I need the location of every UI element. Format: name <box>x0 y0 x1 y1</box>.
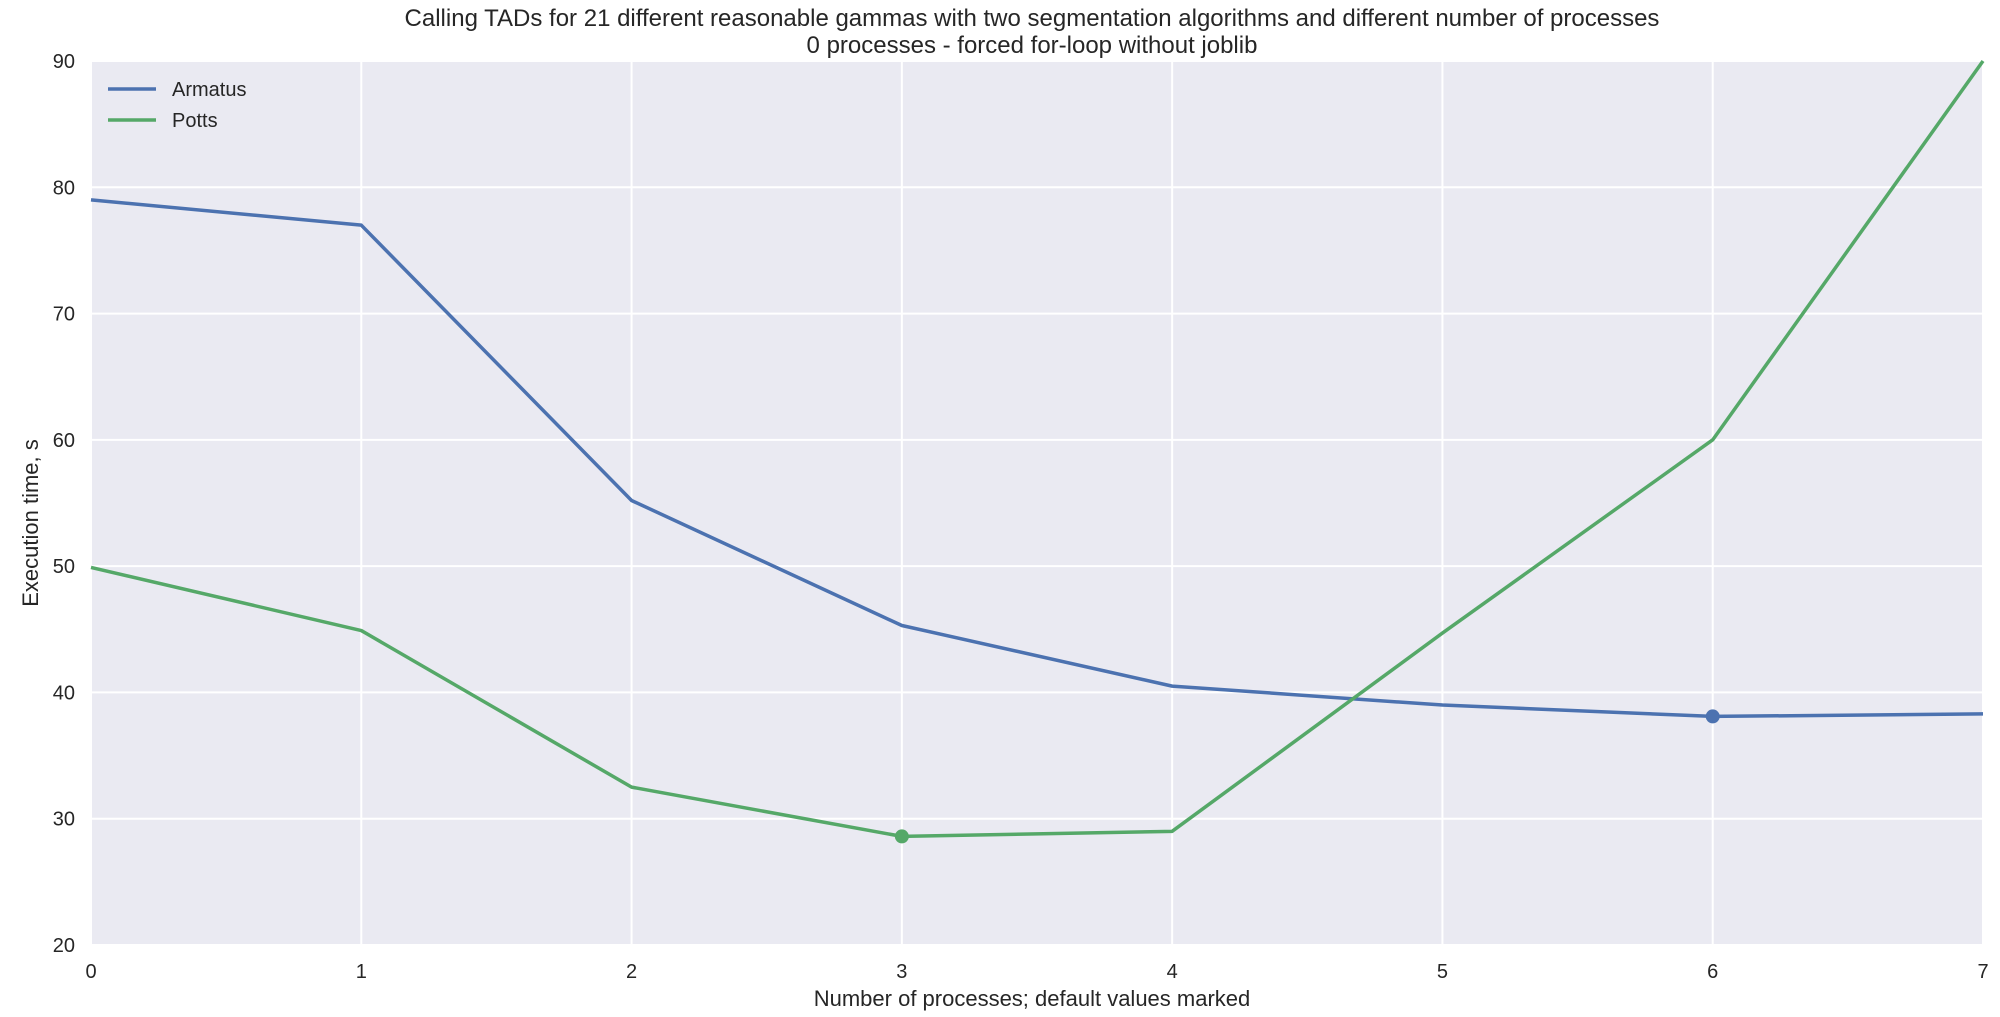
x-tick-label: 0 <box>85 961 96 983</box>
x-tick-label: 2 <box>626 961 637 983</box>
y-tick-label: 40 <box>53 682 75 704</box>
y-tick-label: 80 <box>53 177 75 199</box>
x-tick-label: 6 <box>1707 961 1718 983</box>
series-layer <box>90 59 1985 844</box>
x-tick-label: 4 <box>1167 961 1178 983</box>
x-tick-label: 7 <box>1977 961 1988 983</box>
y-tick-label: 90 <box>53 51 75 73</box>
y-tick-label: 30 <box>53 809 75 831</box>
y-tick-label: 20 <box>53 935 75 957</box>
series-line-armatus <box>90 198 1984 719</box>
grid-lines <box>90 60 1984 946</box>
legend: Armatus Potts <box>108 79 246 132</box>
tick-labels: 0 1 2 3 4 5 6 7 20 30 40 50 60 70 80 90 <box>53 51 1989 983</box>
default-marker-armatus <box>1705 709 1720 724</box>
y-axis-label: Execution time, s <box>18 439 43 607</box>
x-axis-label: Number of processes; default values mark… <box>814 986 1251 1011</box>
series-line-potts <box>90 59 1985 839</box>
y-tick-label: 60 <box>53 430 75 452</box>
legend-label-armatus: Armatus <box>172 79 246 101</box>
legend-label-potts: Potts <box>172 110 218 132</box>
x-tick-label: 3 <box>896 961 907 983</box>
plot-area <box>91 61 1983 945</box>
x-tick-label: 1 <box>356 961 367 983</box>
y-tick-label: 50 <box>53 556 75 578</box>
y-tick-label: 70 <box>53 304 75 326</box>
default-marker-potts <box>894 829 909 844</box>
x-tick-label: 5 <box>1437 961 1448 983</box>
chart-title-line-2: 0 processes - forced for-loop without jo… <box>807 32 1258 59</box>
chart-title-line-1: Calling TADs for 21 different reasonable… <box>405 5 1660 32</box>
